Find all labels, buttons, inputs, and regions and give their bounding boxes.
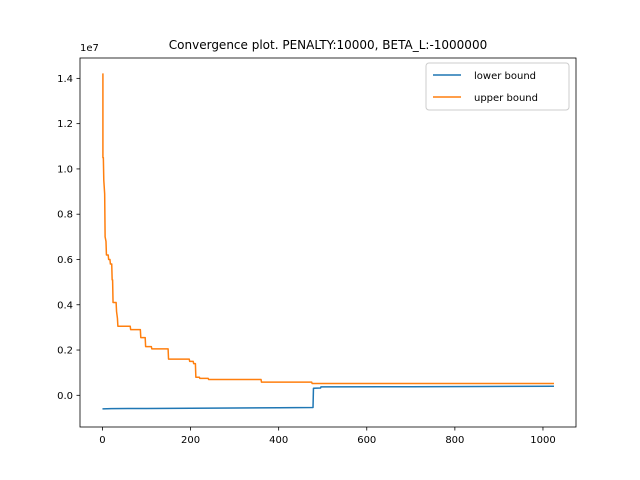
x-tick-label: 400 — [269, 435, 288, 446]
y-tick-label: 0.2 — [57, 346, 73, 357]
x-tick-label: 800 — [445, 435, 464, 446]
legend-box — [425, 62, 570, 111]
y-tick-label: 1.2 — [57, 119, 73, 130]
y-tick-label: 1.0 — [57, 164, 73, 175]
chart-title: Convergence plot. PENALTY:10000, BETA_L:… — [169, 38, 487, 52]
plot-area: 0 200 400 600 800 1000 0.0 0.2 0.4 0.6 0.8 1.0 1.2 1.… — [57, 57, 577, 446]
x-tick-label: 600 — [357, 435, 376, 446]
legend-label: upper bound — [474, 93, 538, 104]
y-tick-label: 1.4 — [57, 74, 73, 85]
series-line-lower-bound — [102, 385, 554, 410]
x-tick-label: 0 — [99, 435, 105, 446]
x-tick-label: 200 — [181, 435, 200, 446]
y-tick-label: 0.4 — [57, 300, 73, 311]
y-tick-label: 0.6 — [57, 255, 73, 266]
y-tick-label: 0.0 — [57, 391, 73, 402]
y-offset-label: 1e7 — [80, 43, 99, 54]
axes-frame — [79, 57, 577, 428]
x-tick-label: 1000 — [530, 435, 555, 446]
series-line-upper-bound — [102, 73, 554, 385]
legend: lower bound upper bound — [425, 62, 570, 111]
legend-label: lower bound — [474, 71, 536, 82]
y-tick-label: 0.8 — [57, 210, 73, 221]
